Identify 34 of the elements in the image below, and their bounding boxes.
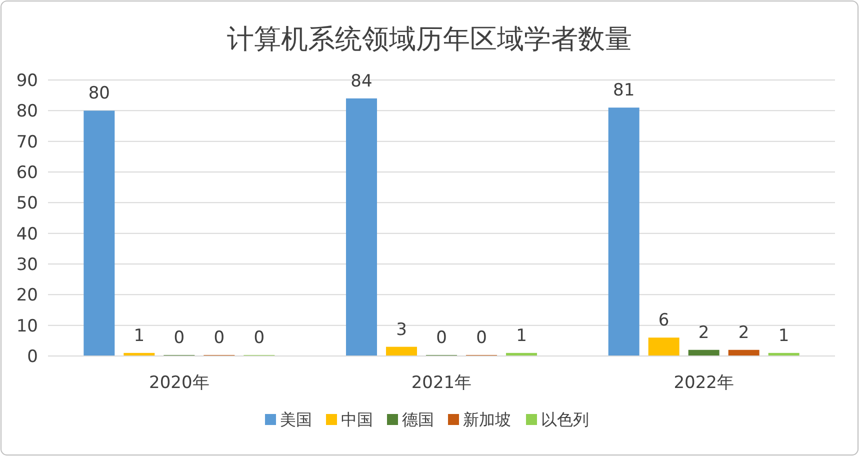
y-tick-label: 70 xyxy=(16,132,38,152)
data-label: 0 xyxy=(174,328,185,348)
data-label: 0 xyxy=(476,328,487,348)
legend-label: 德国 xyxy=(402,410,434,429)
legend-label: 以色列 xyxy=(541,410,589,429)
x-tick-label: 2022年 xyxy=(674,373,734,393)
data-label: 0 xyxy=(436,328,447,348)
data-label: 80 xyxy=(88,84,110,104)
y-tick-label: 90 xyxy=(16,71,38,91)
data-label: 0 xyxy=(214,328,225,348)
data-label: 84 xyxy=(350,71,372,92)
legend-label: 美国 xyxy=(280,410,312,429)
y-tick-label: 40 xyxy=(16,224,38,244)
data-label: 81 xyxy=(613,80,635,101)
data-label: 1 xyxy=(134,326,145,346)
y-tick-label: 10 xyxy=(16,316,38,336)
y-tick-label: 20 xyxy=(16,286,38,306)
y-tick-label: 80 xyxy=(16,102,38,122)
y-tick-label: 60 xyxy=(16,163,38,183)
data-label: 6 xyxy=(658,310,670,331)
chart-title: 计算机系统领域历年区域学者数量 xyxy=(227,24,632,55)
legend-label: 中国 xyxy=(341,410,373,429)
x-tick-label: 2020年 xyxy=(149,373,210,393)
legend-label: 新加坡 xyxy=(463,410,511,429)
data-label: 1 xyxy=(778,326,790,346)
data-label: 2 xyxy=(738,322,750,343)
y-tick-label: 50 xyxy=(16,194,38,214)
x-tick-label: 2021年 xyxy=(411,373,472,393)
y-tick-label: 30 xyxy=(16,255,38,275)
data-label: 0 xyxy=(254,328,265,348)
data-label: 1 xyxy=(516,326,527,346)
y-tick-label: 0 xyxy=(27,347,38,367)
data-label: 3 xyxy=(396,320,407,340)
data-label: 2 xyxy=(698,322,710,343)
